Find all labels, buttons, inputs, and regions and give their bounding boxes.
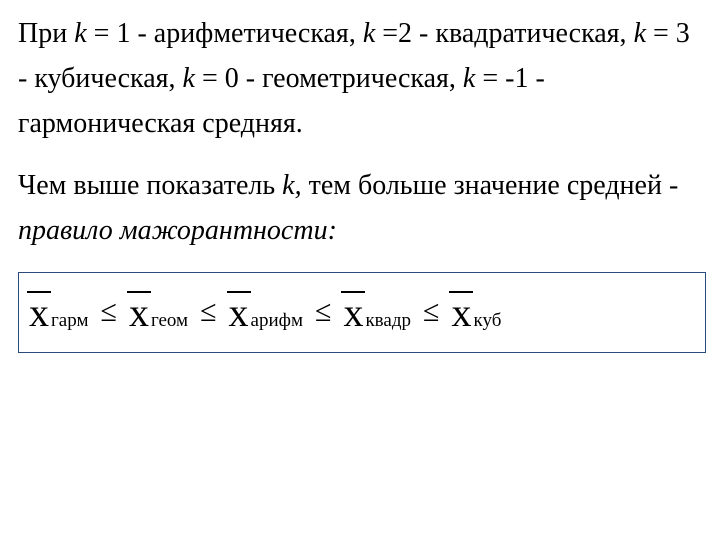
subscript: квадр <box>365 310 411 332</box>
subscript: арифм <box>251 310 303 332</box>
xbar-harmonic: x гарм <box>29 289 88 336</box>
xbar-cubic: x куб <box>451 289 501 336</box>
var-k: k, <box>282 170 301 201</box>
text-segment: = 1 - арифметическая, <box>87 18 363 49</box>
subscript: куб <box>473 310 501 332</box>
x-symbol: x <box>343 289 363 336</box>
leq-symbol: ≤ <box>100 295 116 329</box>
x-symbol: x <box>129 289 149 336</box>
text-segment: = 0 - геометрическая, <box>195 63 463 94</box>
x-symbol: x <box>451 289 471 336</box>
text-segment: =2 - квадратическая, <box>375 18 633 49</box>
subscript: геом <box>151 310 188 332</box>
inequality-formula: x гарм ≤ x геом ≤ x арифм ≤ x квадр ≤ x … <box>29 289 695 336</box>
text-segment: При <box>18 18 74 49</box>
xbar-geometric: x геом <box>129 289 188 336</box>
x-symbol: x <box>29 289 49 336</box>
rule-name: правило мажорантности: <box>18 215 337 246</box>
formula-container: x гарм ≤ x геом ≤ x арифм ≤ x квадр ≤ x … <box>18 272 706 353</box>
var-k: k <box>634 18 646 49</box>
var-k: k <box>183 63 195 94</box>
text-segment: тем больше значение средней - <box>302 170 679 201</box>
paragraph-majorant-rule: Чем выше показатель k, тем больше значен… <box>18 164 702 254</box>
xbar-quadratic: x квадр <box>343 289 411 336</box>
leq-symbol: ≤ <box>315 295 331 329</box>
leq-symbol: ≤ <box>423 295 439 329</box>
leq-symbol: ≤ <box>200 295 216 329</box>
var-k: k <box>463 63 475 94</box>
var-k: k <box>363 18 375 49</box>
x-symbol: x <box>229 289 249 336</box>
subscript: гарм <box>51 310 88 332</box>
var-k: k <box>74 18 86 49</box>
text-segment: Чем выше показатель <box>18 170 282 201</box>
xbar-arithmetic: x арифм <box>229 289 303 336</box>
paragraph-means-list: При k = 1 - арифметическая, k =2 - квадр… <box>18 12 702 146</box>
